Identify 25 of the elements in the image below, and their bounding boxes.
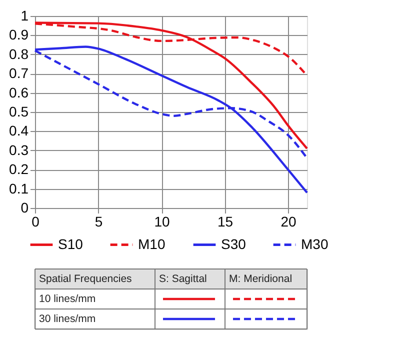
text: 30 lines/mm	[39, 313, 96, 325]
y-tick-label: 1	[20, 8, 29, 24]
y-tick-label: 0.7	[9, 65, 29, 82]
text: S: Sagittal	[159, 273, 207, 285]
x-tick-label: 10	[154, 214, 170, 230]
y-tick-label: 0.8	[9, 46, 29, 62]
x-tick-label: 20	[280, 214, 297, 230]
x-tick-label: 5	[94, 214, 103, 230]
y-tick-label: 0	[20, 200, 29, 216]
legend-label: S10	[58, 236, 84, 252]
y-tick-label: 0.2	[9, 161, 29, 178]
y-tick-label: 0.3	[9, 142, 29, 158]
legend-label: M10	[138, 236, 166, 252]
y-tick-label: 0.9	[9, 26, 29, 43]
x-tick-label: 15	[217, 214, 234, 230]
y-tick-label: 0.6	[9, 84, 29, 100]
text: Spatial Frequencies	[39, 273, 132, 285]
y-tick-label: 0.4	[9, 122, 29, 139]
text: 10 lines/mm	[39, 293, 96, 305]
text: M: Meridional	[229, 273, 292, 285]
legend-label: S30	[221, 236, 246, 252]
legend-label: M30	[301, 236, 328, 252]
x-tick-label: 0	[32, 214, 40, 230]
y-tick-label: 0.1	[9, 180, 29, 196]
y-tick-label: 0.5	[9, 104, 29, 120]
